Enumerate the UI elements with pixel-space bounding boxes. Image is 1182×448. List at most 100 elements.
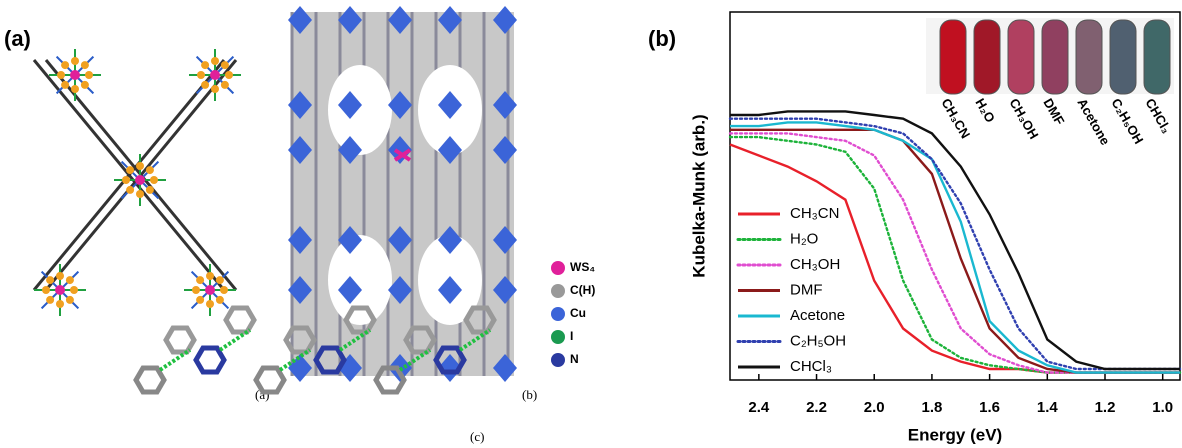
atom	[135, 175, 145, 185]
inset-label: H₂O	[972, 96, 998, 125]
legend-label: CHCl₃	[790, 358, 832, 375]
atom	[216, 276, 224, 284]
atom	[221, 81, 229, 89]
inset-label: DMF	[1040, 96, 1067, 128]
x-tick-label: 1.6	[979, 399, 1000, 416]
atom	[150, 176, 158, 184]
pyridine-ring	[226, 308, 254, 332]
atom	[196, 276, 204, 284]
atom	[211, 57, 219, 65]
pyridine-ring	[196, 348, 224, 372]
inset-label: CHCl₃	[1142, 96, 1174, 136]
inset-label: C₂H₅OH	[1108, 96, 1146, 147]
atom	[211, 85, 219, 93]
atom	[46, 296, 54, 304]
atom	[136, 190, 144, 198]
vial	[1008, 20, 1034, 94]
atom	[206, 300, 214, 308]
atom	[42, 286, 50, 294]
x-tick-label: 2.0	[864, 399, 885, 416]
panel-label: (b)	[648, 26, 676, 51]
vial	[940, 20, 966, 94]
atom	[66, 276, 74, 284]
atom	[57, 71, 65, 79]
inset-label: Acetone	[1074, 96, 1113, 148]
pyridine-ring	[256, 368, 284, 392]
atom	[71, 85, 79, 93]
atom	[122, 176, 130, 184]
atom-legend: WS₄ C(H) Cu IN	[551, 260, 595, 367]
inset-label: CH₃OH	[1006, 96, 1041, 142]
atom	[70, 286, 78, 294]
vial	[974, 20, 1000, 94]
legend-label: CH₃OH	[790, 256, 840, 273]
legend-label: DMF	[790, 281, 823, 298]
atom	[206, 272, 214, 280]
atom	[136, 162, 144, 170]
atom	[85, 71, 93, 79]
atom	[225, 71, 233, 79]
pyridine-ring	[136, 368, 164, 392]
atom	[210, 70, 220, 80]
atom	[205, 285, 215, 295]
legend-label: H₂O	[790, 230, 818, 247]
legend-label: N	[570, 352, 579, 366]
atom	[197, 71, 205, 79]
atom	[221, 61, 229, 69]
vial	[1110, 20, 1136, 94]
atom	[71, 57, 79, 65]
vial	[1076, 20, 1102, 94]
legend-label: Cu	[570, 306, 586, 320]
atom	[126, 186, 134, 194]
legend-label: WS₄	[570, 260, 595, 274]
atom	[220, 286, 228, 294]
panel-label: (a)	[4, 26, 31, 51]
legend-icon	[551, 284, 565, 298]
y-axis-label: Kubelka-Munk (arb.)	[689, 114, 708, 277]
legend-icon	[551, 307, 565, 321]
legend-label: C(H)	[570, 283, 595, 297]
atom	[55, 285, 65, 295]
atom	[81, 61, 89, 69]
atom	[56, 272, 64, 280]
x-tick-label: 1.4	[1037, 399, 1059, 416]
x-axis-label: Energy (eV)	[908, 425, 1002, 444]
x-tick-label: 2.2	[806, 399, 827, 416]
atom	[192, 286, 200, 294]
atom	[61, 81, 69, 89]
atom	[126, 166, 134, 174]
legend-icon	[551, 261, 565, 275]
atom	[146, 166, 154, 174]
legend-icon	[551, 353, 565, 367]
legend-icon	[551, 330, 565, 344]
structure-drawings	[34, 6, 517, 392]
vial	[1042, 20, 1068, 94]
vial	[1144, 20, 1170, 94]
atom	[201, 81, 209, 89]
inset-label: CH₃CN	[938, 96, 973, 141]
atom	[81, 81, 89, 89]
atom	[196, 296, 204, 304]
figure: (a) (a) (b) (c) WS₄C(H)CuIN (b)Kubelka-M…	[0, 0, 1182, 448]
legend-label: CH₃CN	[790, 205, 839, 222]
atom	[70, 70, 80, 80]
pore	[328, 65, 392, 155]
legend-label: I	[570, 329, 573, 343]
pyridine-ring	[166, 328, 194, 352]
pore	[328, 235, 392, 325]
sublabel: (b)	[522, 387, 537, 402]
x-tick-label: 1.8	[921, 399, 942, 416]
atom	[56, 300, 64, 308]
x-tick-label: 1.0	[1152, 399, 1173, 416]
atom	[46, 276, 54, 284]
atom	[61, 61, 69, 69]
atom	[201, 61, 209, 69]
atom	[66, 296, 74, 304]
atom	[146, 186, 154, 194]
legend-label: Acetone	[790, 307, 845, 324]
legend-label: C₂H₅OH	[790, 332, 846, 349]
framework	[292, 12, 514, 376]
sublabel: (c)	[470, 429, 484, 444]
x-tick-label: 1.2	[1095, 399, 1116, 416]
